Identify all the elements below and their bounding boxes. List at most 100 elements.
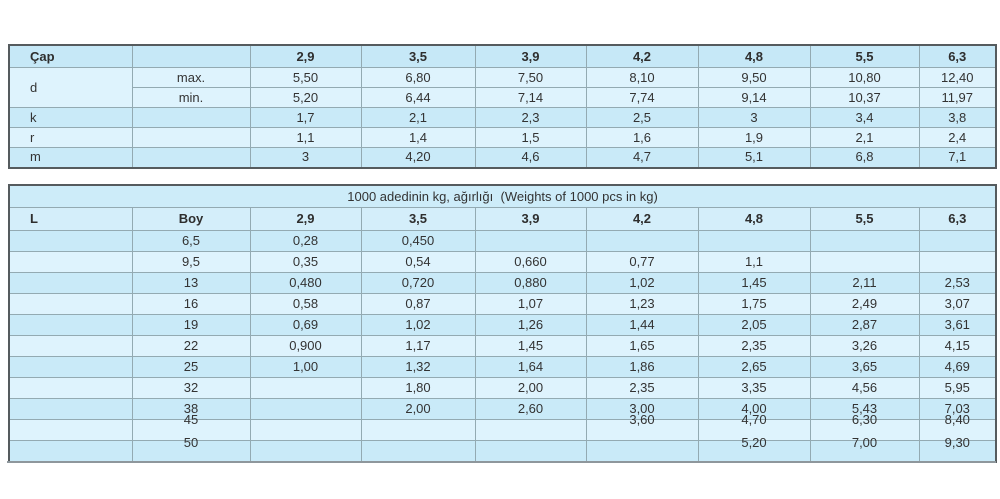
weight-value-cell-text: 1,26 (517, 317, 544, 333)
diameter-col-header-text: 4,8 (744, 211, 764, 227)
l-cell (8, 419, 133, 441)
boy-col-header: Boy (131, 207, 251, 231)
value-cell: 6,44 (360, 87, 476, 108)
weight-value-cell: 1,80 (360, 377, 476, 399)
value-cell-text: 3 (301, 149, 310, 165)
weight-value-cell (249, 419, 362, 441)
weights-table-title-text: 1000 adedinin kg, ağırlığı (Weights of 1… (347, 188, 658, 204)
weight-value-cell-text: 1,02 (405, 317, 431, 333)
row-label-cell-text: r (30, 129, 35, 145)
corner-label-cell-text: Çap (30, 48, 55, 64)
weight-value-cell: 8,40 (918, 413, 997, 441)
value-cell-text: 2,5 (632, 109, 652, 125)
weights-row: 6,5 0,28 0,450 (8, 230, 997, 252)
value-cell-text: 1,4 (408, 129, 428, 145)
value-cell: 5,50 (249, 67, 362, 88)
diameter-col-header-text: 6,3 (948, 48, 967, 64)
value-cell: 10,37 (809, 87, 920, 108)
diameter-col-header: 4,2 (585, 207, 699, 231)
value-cell: 7,74 (585, 87, 699, 108)
weight-value-cell: 2,87 (809, 314, 920, 336)
weight-value-cell: 2,49 (809, 293, 920, 315)
diameter-col-header: 3,9 (474, 207, 587, 231)
diameter-col-header-text: 2,9 (296, 48, 315, 64)
diameter-col-header: 3,5 (360, 44, 476, 68)
l-col-header: L (8, 207, 133, 231)
boy-cell: 22 (131, 335, 251, 357)
value-cell: 4,7 (585, 147, 699, 168)
value-cell-text: 4,6 (521, 149, 540, 165)
weight-value-cell: 0,35 (249, 251, 362, 273)
diameter-col-header: 5,5 (809, 44, 920, 68)
value-cell: 2,1 (809, 127, 920, 148)
weight-value-cell: 1,32 (360, 356, 476, 378)
weight-value-cell: 0,480 (249, 272, 362, 294)
weight-value-cell-text: 0,900 (289, 338, 322, 354)
value-cell-text: 7,74 (629, 89, 655, 105)
value-cell: 11,97 (918, 87, 997, 108)
value-cell-text: 12,40 (940, 69, 974, 85)
value-cell-text: 2,1 (855, 129, 874, 145)
weights-row: 38 2,00 2,60 3,00 4,00 5,43 7,03 (8, 398, 997, 420)
l-cell (8, 335, 133, 357)
weight-value-cell-text: 4,69 (944, 359, 970, 375)
weights-title-row: 1000 adedinin kg, ağırlığı (Weights of 1… (8, 184, 997, 208)
value-cell-text: 10,80 (848, 69, 881, 85)
boy-cell-text: 19 (183, 317, 199, 333)
boy-cell: 19 (131, 314, 251, 336)
weight-value-cell-text: 2,05 (741, 317, 767, 333)
weights-row: 19 0,69 1,02 1,26 1,44 2,05 2,87 3,61 (8, 314, 997, 336)
weight-value-cell-text: 3,26 (851, 338, 878, 354)
value-cell: 2,5 (585, 107, 699, 128)
weights-table-title: 1000 adedinin kg, ağırlığı (Weights of 1… (8, 184, 997, 208)
weights-row: 25 1,00 1,32 1,64 1,86 2,65 3,65 4,69 (8, 356, 997, 378)
weight-value-cell: 2,11 (809, 272, 920, 294)
value-cell-text: 5,20 (292, 89, 319, 105)
diameter-col-header: 4,8 (697, 44, 811, 68)
boy-cell: 50 (131, 436, 251, 462)
weight-value-cell: 0,87 (360, 293, 476, 315)
diameter-col-header-text: 4,8 (744, 48, 764, 64)
dimension-row: m 3 4,20 4,6 4,7 5,1 6,8 7,1 (8, 147, 997, 168)
weight-value-cell: 2,35 (697, 335, 811, 357)
value-cell: 9,14 (697, 87, 811, 108)
weight-value-cell-text: 1,17 (405, 338, 431, 354)
value-cell-text: 2,3 (521, 109, 540, 125)
weights-row: 32 1,80 2,00 2,35 3,35 4,56 5,95 (8, 377, 997, 399)
weight-value-cell: 1,23 (585, 293, 699, 315)
l-cell (8, 356, 133, 378)
diameter-col-header-text: 5,5 (855, 48, 874, 64)
weight-value-cell-text: 1,44 (629, 317, 655, 333)
value-cell-text: 3,8 (948, 109, 967, 125)
weight-value-cell-text: 6,30 (851, 412, 878, 428)
weight-value-cell (809, 230, 920, 252)
dimensions-header-row: Çap 2,9 3,5 3,9 4,2 4,8 5,5 6,3 (8, 44, 997, 68)
table-shadow-line (7, 461, 996, 463)
weight-value-cell-text: 3,07 (944, 296, 970, 312)
value-cell-text: 10,37 (848, 89, 881, 105)
weight-value-cell-text: 0,54 (405, 254, 431, 270)
weight-value-cell (918, 251, 997, 273)
value-cell: 10,80 (809, 67, 920, 88)
weight-value-cell: 1,86 (585, 356, 699, 378)
weight-value-cell-text: 3,65 (851, 359, 878, 375)
weight-value-cell-text: 1,00 (292, 359, 319, 375)
boy-cell: 13 (131, 272, 251, 294)
weight-value-cell-text: 9,30 (944, 434, 970, 450)
dimension-row: r 1,1 1,4 1,5 1,6 1,9 2,1 2,4 (8, 127, 997, 148)
weight-value-cell: 1,1 (697, 251, 811, 273)
weight-value-cell: 1,45 (697, 272, 811, 294)
weight-value-cell-text: 2,00 (405, 401, 431, 417)
weight-value-cell-text: 2,60 (517, 401, 544, 417)
value-cell-text: 1,5 (521, 129, 540, 145)
weight-value-cell-text: 0,87 (405, 296, 431, 312)
boy-cell: 6,5 (131, 230, 251, 252)
boy-cell: 38 (131, 398, 251, 420)
weight-value-cell (249, 377, 362, 399)
weight-value-cell-text: 7,03 (944, 401, 970, 417)
weight-value-cell: 3,60 (585, 413, 699, 441)
weight-value-cell-text: 2,35 (741, 338, 767, 354)
weight-value-cell-text: 1,1 (744, 254, 764, 270)
value-cell-text: 1,7 (296, 109, 315, 125)
